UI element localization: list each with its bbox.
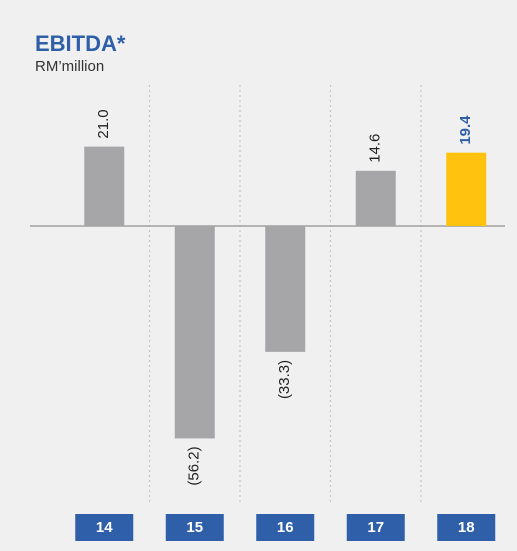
bar <box>84 146 125 226</box>
bar <box>446 152 487 226</box>
value-label: (33.3) <box>276 360 293 399</box>
chart-subtitle: RM’million <box>35 58 104 75</box>
category-box <box>165 514 224 541</box>
value-label: 14.6 <box>367 134 384 163</box>
value-label: 21.0 <box>95 109 112 138</box>
x-tick-label: 14 <box>96 519 113 536</box>
x-tick-label: 15 <box>186 519 203 536</box>
value-label: 19.4 <box>457 115 474 145</box>
x-tick-label: 17 <box>367 519 384 536</box>
chart-title: EBITDA* <box>35 31 126 56</box>
x-tick-label: 16 <box>277 519 294 536</box>
category-box <box>437 514 496 541</box>
x-tick-label: 18 <box>458 519 475 536</box>
category-box <box>256 514 315 541</box>
bar <box>355 170 396 226</box>
category-box <box>75 514 134 541</box>
category-box <box>346 514 405 541</box>
bar <box>265 226 306 352</box>
value-label: (56.2) <box>186 446 203 485</box>
bar <box>174 226 215 439</box>
